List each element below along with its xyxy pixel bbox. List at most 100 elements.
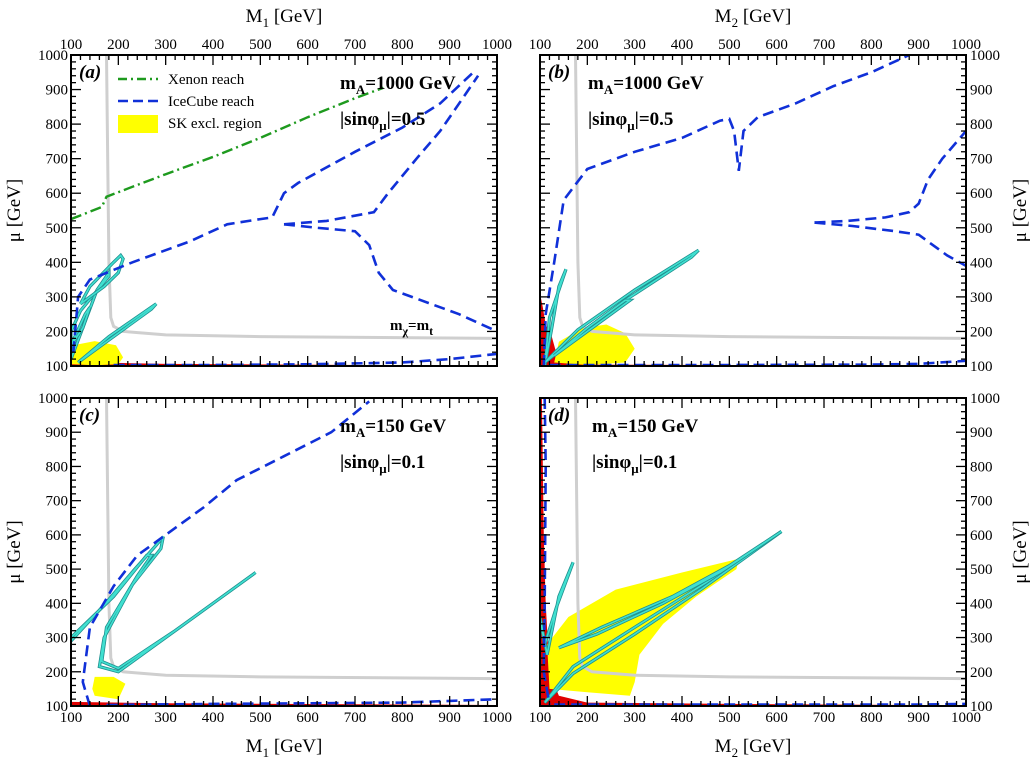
sk-excl-region-c-0 xyxy=(92,676,126,700)
ytick-label-b: 300 xyxy=(970,290,993,306)
ytick-label-b: 100 xyxy=(970,359,993,375)
ytick-label-c: 300 xyxy=(46,631,69,647)
icecube-reach-line-a-1 xyxy=(283,74,480,226)
y-axis-title-c: μ [GeV] xyxy=(4,520,25,583)
ytick-label-c: 600 xyxy=(46,528,69,544)
icecube-reach-line-c-0 xyxy=(81,400,371,706)
xtick-label-a: 600 xyxy=(296,37,319,53)
y-axis-title-b: μ [GeV] xyxy=(1010,179,1031,242)
xtick-label-b: 600 xyxy=(765,37,788,53)
legend-label-sk: SK excl. region xyxy=(168,116,262,132)
panel-d: 100 200 300 400 500 600 700 800 900 1000100200300… xyxy=(529,391,1031,760)
ytick-label-d: 600 xyxy=(970,528,993,544)
xtick-label-b: 1000 xyxy=(951,37,981,53)
icecube-reach-line-b-1 xyxy=(814,130,966,224)
xtick-label-b: 200 xyxy=(576,37,599,53)
x-axis-title-d: M2 [GeV] xyxy=(715,736,792,760)
icecube-reach-line-b-0 xyxy=(542,55,910,366)
cyan-contour-outer-c-0 xyxy=(71,535,257,674)
xtick-label-d: 800 xyxy=(860,710,883,726)
sinphi-annotation-d: |sinφμ|=0.1 xyxy=(592,452,677,476)
ytick-label-b: 1000 xyxy=(970,48,1000,64)
xtick-label-c: 100 xyxy=(60,710,83,726)
ytick-label-a: 400 xyxy=(46,255,69,271)
xtick-label-c: 900 xyxy=(438,710,461,726)
xtick-label-d: 300 xyxy=(623,710,646,726)
cyan-contour-d-2 xyxy=(558,530,782,649)
ytick-label-a: 1000 xyxy=(38,48,68,64)
ticks-d xyxy=(539,397,967,707)
plot-area-b xyxy=(540,55,966,366)
xtick-label-d: 400 xyxy=(671,710,694,726)
legend-swatch-sk xyxy=(118,115,158,133)
xtick-label-c: 400 xyxy=(202,710,225,726)
legend-label-xenon: Xenon reach xyxy=(168,72,245,88)
icecube-reach-line-b-2 xyxy=(814,221,966,267)
x-axis-title-b: M2 [GeV] xyxy=(715,6,792,30)
ticks-b xyxy=(539,54,967,367)
ytick-label-c: 400 xyxy=(46,596,69,612)
xtick-label-d: 500 xyxy=(718,710,741,726)
xenon-reach-line-a xyxy=(71,86,384,221)
xtick-label-c: 500 xyxy=(249,710,272,726)
mchi-mt-line-d xyxy=(574,398,966,681)
red-excluded-region-a-0 xyxy=(71,361,497,366)
ytick-label-a: 500 xyxy=(46,221,69,237)
panel-c: 100 200 300 400 500 600 700 800 900 1000 100 200 300… xyxy=(4,391,512,760)
ma-annotation-b: mA=1000 GeV xyxy=(588,73,704,97)
xtick-label-b: 100 xyxy=(529,37,552,53)
frame-a xyxy=(70,54,498,367)
icecube-reach-line-d-1 xyxy=(554,702,966,706)
mchi-mt-line-a xyxy=(105,55,497,340)
xtick-label-a: 900 xyxy=(438,37,461,53)
xtick-label-c: 700 xyxy=(344,710,367,726)
ytick-label-b: 400 xyxy=(970,255,993,271)
ytick-label-c: 900 xyxy=(46,425,69,441)
icecube-reach-line-c-1 xyxy=(106,697,497,706)
xtick-label-d: 700 xyxy=(813,710,836,726)
xtick-label-b: 300 xyxy=(623,37,646,53)
xtick-label-b: 700 xyxy=(813,37,836,53)
xtick-label-a: 400 xyxy=(202,37,225,53)
ytick-label-b: 800 xyxy=(970,117,993,133)
icecube-reach-line-a-0 xyxy=(72,71,475,353)
ytick-label-d: 700 xyxy=(970,494,993,510)
x-axis-title-a: M1 [GeV] xyxy=(246,6,323,30)
ytick-label-a: 700 xyxy=(46,152,69,168)
ytick-label-c: 200 xyxy=(46,665,69,681)
frame-b xyxy=(539,54,967,367)
xtick-label-a: 700 xyxy=(344,37,367,53)
ytick-label-a: 100 xyxy=(46,359,69,375)
ytick-label-d: 900 xyxy=(970,425,993,441)
panel-tag-a: (a) xyxy=(79,62,101,83)
plot-area-d xyxy=(540,398,966,706)
sinphi-annotation-a: |sinφμ|=0.5 xyxy=(340,109,425,133)
xtick-label-c: 1000 xyxy=(482,710,512,726)
cyan-contour-a-2 xyxy=(77,303,157,364)
y-axis-title-a: μ [GeV] xyxy=(4,179,25,242)
xtick-label-b: 400 xyxy=(671,37,694,53)
ytick-label-a: 600 xyxy=(46,186,69,202)
icecube-reach-line-a-2 xyxy=(283,223,497,333)
mchi-mt-label-a: mχ=mt xyxy=(390,318,433,338)
ytick-label-c: 800 xyxy=(46,459,69,475)
cyan-contour-outer-a-1 xyxy=(79,252,125,306)
legend: Xenon reach IceCube reach SK excl. region xyxy=(118,72,262,133)
cyan-contour-c-0 xyxy=(71,536,257,673)
ytick-label-b: 500 xyxy=(970,221,993,237)
xtick-label-c: 300 xyxy=(154,710,177,726)
xtick-label-d: 600 xyxy=(765,710,788,726)
panel-tag-d: (d) xyxy=(548,405,570,426)
xtick-label-c: 200 xyxy=(107,710,130,726)
xtick-label-a: 500 xyxy=(249,37,272,53)
ticks-c xyxy=(70,397,498,707)
ytick-label-c: 100 xyxy=(46,699,69,715)
ytick-label-b: 900 xyxy=(970,83,993,99)
plot-area-c xyxy=(71,398,497,706)
xtick-label-a: 300 xyxy=(154,37,177,53)
xtick-label-a: 100 xyxy=(60,37,83,53)
ma-annotation-d: mA=150 GeV xyxy=(592,416,699,440)
ytick-label-d: 1000 xyxy=(970,391,1000,407)
sinphi-annotation-b: |sinφμ|=0.5 xyxy=(588,109,673,133)
